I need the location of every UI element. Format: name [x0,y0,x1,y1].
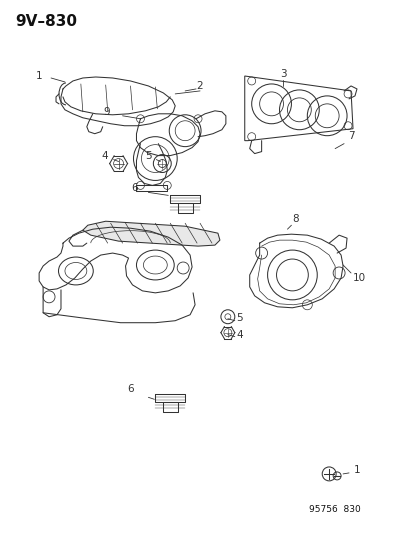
Text: 4: 4 [236,329,242,340]
Polygon shape [83,221,219,246]
Text: 95756  830: 95756 830 [309,505,360,514]
Text: 1: 1 [36,71,43,81]
Text: 5: 5 [145,151,151,160]
Text: 6: 6 [127,384,133,394]
Text: 8: 8 [292,214,298,224]
Text: 10: 10 [351,273,365,283]
Text: 9V–830: 9V–830 [15,14,77,29]
Text: 9: 9 [103,107,110,117]
Text: 2: 2 [196,81,203,91]
Text: 3: 3 [280,69,286,79]
Text: 6: 6 [131,183,138,193]
Text: 7: 7 [347,131,354,141]
Text: 1: 1 [353,465,359,475]
Text: 4: 4 [101,151,108,160]
Text: 5: 5 [236,313,242,323]
